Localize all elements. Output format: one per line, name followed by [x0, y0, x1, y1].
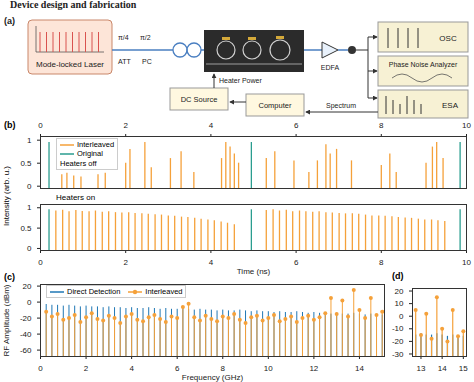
svg-text:0.5: 0.5: [20, 159, 32, 168]
svg-text:DC Source: DC Source: [181, 95, 218, 104]
svg-text:-30: -30: [392, 350, 404, 359]
svg-text:ESA: ESA: [442, 101, 459, 110]
svg-text:12: 12: [309, 364, 318, 373]
svg-text:8: 8: [220, 364, 225, 374]
svg-text:14: 14: [438, 364, 447, 373]
svg-text:2: 2: [123, 121, 128, 130]
svg-text:0: 0: [38, 258, 43, 267]
svg-text:π/2: π/2: [140, 34, 151, 41]
svg-text:Computer: Computer: [259, 101, 292, 110]
svg-text:π/4: π/4: [118, 34, 129, 41]
svg-text:20: 20: [395, 287, 404, 296]
html-text:Intensity (arb. u.): Intensity (arb. u.): [2, 166, 11, 226]
svg-text:ATT: ATT: [118, 58, 131, 65]
svg-text:15: 15: [459, 364, 468, 373]
svg-text:8: 8: [379, 258, 384, 267]
svg-text:Phase Noise Analyzer: Phase Noise Analyzer: [389, 61, 458, 69]
svg-text:10: 10: [462, 258, 471, 267]
svg-text:14: 14: [355, 364, 364, 373]
svg-text:Frequency (GHz): Frequency (GHz): [182, 373, 244, 382]
svg-text:10: 10: [264, 364, 273, 373]
svg-text:-10: -10: [392, 324, 404, 333]
svg-text:0: 0: [27, 244, 32, 253]
html-text:Device design and fabrication: Device design and fabrication: [10, 0, 137, 10]
svg-text:6: 6: [294, 121, 299, 130]
html-text:(c): (c): [4, 272, 15, 282]
svg-text:-60: -60: [20, 346, 32, 355]
svg-text:1: 1: [27, 203, 32, 212]
svg-text:Mode-locked Laser: Mode-locked Laser: [36, 60, 104, 69]
html-text:(b): (b): [4, 120, 16, 130]
svg-text:Heater Power: Heater Power: [219, 77, 262, 84]
svg-text:6: 6: [175, 364, 180, 373]
svg-text:OSC: OSC: [439, 34, 457, 43]
svg-text:1: 1: [27, 136, 32, 145]
svg-text:2: 2: [84, 364, 89, 373]
html-text:(d): (d): [392, 271, 404, 281]
svg-text:13: 13: [417, 364, 426, 373]
svg-text:8: 8: [379, 121, 384, 130]
html-text:Interleaved: Interleaved: [145, 287, 183, 296]
svg-text:0: 0: [27, 182, 32, 191]
svg-text:Time (ns): Time (ns): [237, 267, 271, 276]
svg-text:-20: -20: [392, 337, 404, 346]
svg-text:0: 0: [27, 298, 32, 307]
svg-text:EDFA: EDFA: [321, 64, 340, 71]
svg-text:Spectrum: Spectrum: [326, 102, 356, 110]
svg-text:-20: -20: [20, 314, 32, 323]
svg-text:4: 4: [129, 364, 134, 373]
svg-text:10: 10: [395, 299, 404, 308]
html-text:Original: Original: [77, 149, 103, 158]
svg-text:10: 10: [462, 121, 471, 130]
svg-text:0: 0: [399, 312, 404, 321]
html-text:Interleaved: Interleaved: [77, 140, 115, 149]
svg-text:(a): (a): [4, 16, 15, 26]
html-text:Direct Detection: Direct Detection: [67, 287, 121, 296]
svg-text:4: 4: [209, 121, 214, 130]
html-text:Heaters on: Heaters on: [56, 193, 96, 202]
svg-text:0: 0: [38, 121, 43, 130]
svg-text:20: 20: [23, 282, 32, 291]
svg-text:PC: PC: [142, 58, 152, 65]
html-text:Heaters off: Heaters off: [60, 159, 97, 168]
svg-text:2: 2: [123, 258, 128, 267]
svg-text:0: 0: [38, 364, 43, 373]
svg-text:RF Amplitude (dBm): RF Amplitude (dBm): [2, 284, 11, 356]
svg-text:-40: -40: [20, 330, 32, 339]
svg-text:6: 6: [294, 258, 299, 267]
svg-text:4: 4: [209, 258, 214, 267]
svg-text:0.5: 0.5: [20, 224, 32, 233]
